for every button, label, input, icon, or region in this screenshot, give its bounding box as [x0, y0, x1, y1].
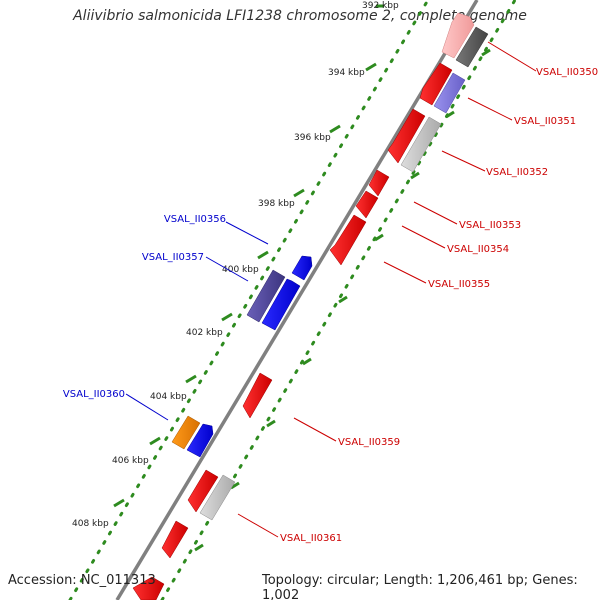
tick-label: 396 kbp	[294, 133, 331, 143]
tick-label: 408 kbp	[72, 519, 109, 529]
leader-vsal-ii0350	[487, 41, 537, 72]
tick-mark	[221, 312, 233, 322]
leader-vsal-ii0354	[401, 225, 446, 249]
tick-402: 402 kbp	[186, 312, 233, 338]
tick-mark	[365, 62, 377, 72]
gene-vsal-ii0360[interactable]	[186, 423, 214, 458]
gene-vsal-ii0354[interactable]	[355, 190, 379, 219]
gene-vsal-ii0356[interactable]	[291, 255, 313, 281]
tick-400: 400 kbp	[222, 250, 269, 275]
gene-vsal-ii0352[interactable]	[400, 116, 442, 173]
gene-vsal-ii0360-orange[interactable]	[171, 415, 201, 450]
label-vsal-ii0353: VSAL_II0353	[459, 220, 521, 231]
gene-vsal-ii0351[interactable]	[387, 108, 426, 164]
tick-mark	[257, 250, 269, 260]
dash	[194, 543, 204, 552]
leader-vsal-ii0352	[441, 150, 486, 172]
label-vsal-ii0351: VSAL_II0351	[514, 116, 576, 127]
tick-408: 408 kbp	[72, 498, 125, 529]
gene-top-dark[interactable]	[455, 26, 489, 68]
dash	[374, 233, 384, 242]
dash	[410, 171, 420, 180]
dash	[481, 48, 491, 57]
leader-vsal-ii0355	[383, 261, 427, 284]
tick-mark	[149, 436, 161, 446]
tick-label: 406 kbp	[112, 456, 149, 466]
tick-label: 404 kbp	[150, 392, 187, 402]
leader-vsal-ii0359	[293, 417, 337, 442]
backbone-line	[115, 0, 479, 600]
label-vsal-ii0350: VSAL_II0350	[536, 67, 598, 78]
dash	[302, 357, 312, 366]
leader-vsal-ii0360	[125, 393, 169, 421]
gene-top-pink[interactable]	[441, 12, 475, 59]
leader-vsal-ii0356	[225, 221, 269, 245]
dash	[445, 110, 455, 119]
leader-vsal-ii0357	[205, 256, 249, 282]
label-vsal-ii0352: VSAL_II0352	[486, 167, 548, 178]
gene-vsal-ii0361[interactable]	[199, 474, 236, 521]
label-vsal-ii0357: VSAL_II0357	[142, 252, 204, 263]
tick-mark	[113, 498, 125, 508]
label-vsal-ii0359: VSAL_II0359	[338, 437, 400, 448]
gene-vsal-ii0350-b[interactable]	[433, 72, 466, 114]
gene-vsal-ii0355[interactable]	[329, 214, 367, 266]
tick-mark	[185, 374, 197, 384]
reverse-leaders	[237, 41, 537, 538]
forward-leaders	[125, 221, 269, 421]
tick-394: 394 kbp	[328, 62, 377, 78]
tick-404: 404 kbp	[150, 374, 197, 402]
gene-vsal-ii0359[interactable]	[242, 372, 273, 419]
tick-mark	[293, 188, 305, 198]
gene-vsal-ii0350[interactable]	[419, 62, 453, 106]
topology-summary: Topology: circular; Length: 1,206,461 bp…	[262, 573, 578, 600]
outer-ring-dashes	[194, 48, 491, 552]
dash	[266, 419, 276, 428]
label-vsal-ii0355: VSAL_II0355	[428, 279, 490, 290]
leader-vsal-ii0351	[467, 97, 513, 121]
dash	[338, 295, 348, 304]
tick-label: 398 kbp	[258, 199, 295, 209]
label-vsal-ii0360: VSAL_II0360	[63, 389, 125, 400]
tick-398: 398 kbp	[258, 188, 305, 209]
tick-label: 400 kbp	[222, 265, 259, 275]
gene-vsal-ii0357-fwd[interactable]	[261, 278, 301, 331]
tick-396: 396 kbp	[294, 124, 341, 143]
accession-text: Accession: NC_011313	[8, 573, 156, 588]
gene-vsal-ii0361-red[interactable]	[187, 469, 219, 513]
leader-vsal-ii0353	[413, 201, 458, 225]
tick-406: 406 kbp	[112, 436, 161, 466]
gene-vsal-ii0353[interactable]	[368, 169, 390, 197]
tick-label: 392 kbp	[362, 1, 399, 11]
gene-bottom-red-1[interactable]	[161, 520, 189, 559]
gene-bottom-red-2[interactable]	[132, 576, 165, 600]
map-title: Aliivibrio salmonicida LFI1238 chromosom…	[73, 8, 527, 24]
dash	[230, 481, 240, 490]
gene-vsal-ii0357-body[interactable]	[246, 269, 286, 323]
label-vsal-ii0361: VSAL_II0361	[280, 533, 342, 544]
ring-dots-inner	[68, 0, 430, 600]
leader-vsal-ii0361	[237, 513, 279, 538]
tick-label: 394 kbp	[328, 68, 365, 78]
tick-label: 402 kbp	[186, 328, 223, 338]
label-vsal-ii0354: VSAL_II0354	[447, 244, 509, 255]
label-vsal-ii0356: VSAL_II0356	[164, 214, 226, 225]
tick-mark	[329, 124, 341, 134]
tick-392: 392 kbp	[362, 1, 399, 11]
